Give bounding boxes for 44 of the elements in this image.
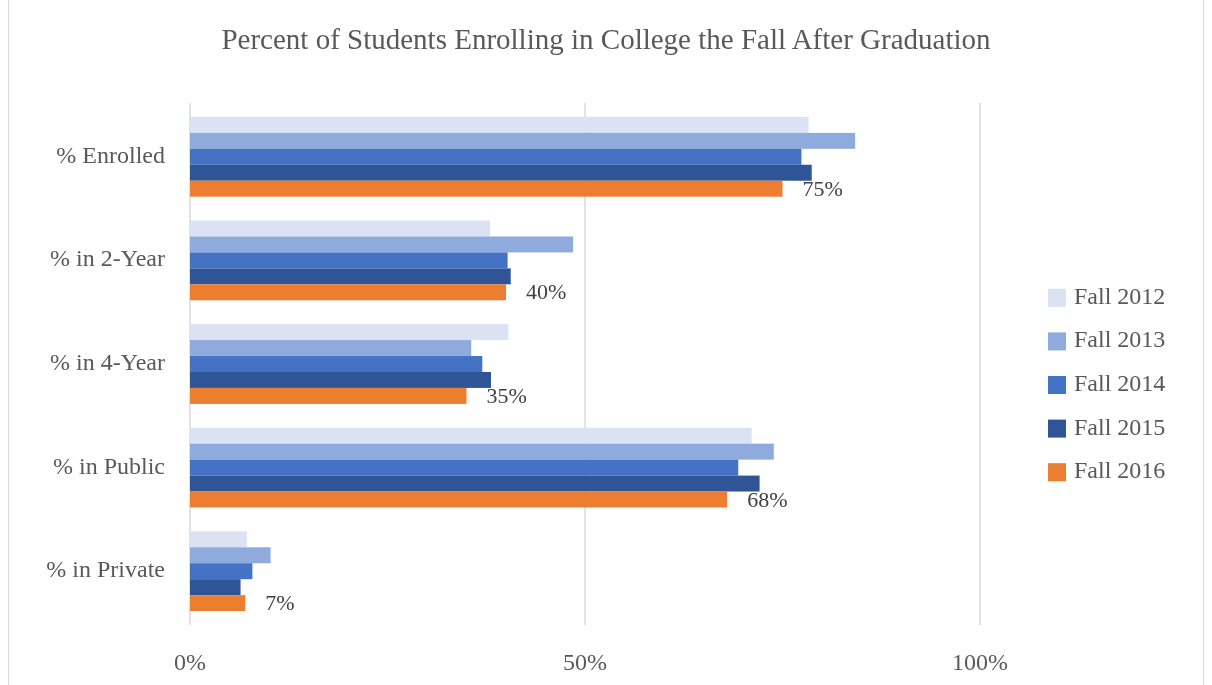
legend-label: Fall 2013 xyxy=(1074,325,1166,352)
chart-title: Percent of Students Enrolling in College the Fall After Graduation xyxy=(221,22,992,55)
bar xyxy=(190,356,483,372)
y-tick-label: % in Public xyxy=(53,452,165,479)
bar xyxy=(190,371,491,388)
bar xyxy=(190,443,774,460)
bar xyxy=(190,252,508,269)
x-tick-label: 100% xyxy=(952,648,1008,675)
x-tick-label: 50% xyxy=(563,648,607,675)
y-tick-label: % in 4-Year xyxy=(50,348,165,375)
y-tick-label: % in Private xyxy=(46,555,165,582)
data-label: 68% xyxy=(747,486,788,512)
bar xyxy=(190,459,739,476)
y-tick-label: % Enrolled xyxy=(56,141,165,168)
data-label: 75% xyxy=(802,175,843,201)
bar xyxy=(190,164,812,181)
bar xyxy=(190,268,511,285)
bar xyxy=(190,387,467,404)
legend-label: Fall 2016 xyxy=(1074,456,1166,483)
bar xyxy=(190,427,752,444)
legend-label: Fall 2014 xyxy=(1074,369,1166,396)
bar xyxy=(190,491,728,508)
bar xyxy=(190,116,809,133)
bar xyxy=(190,595,246,612)
bar xyxy=(190,180,783,197)
bar xyxy=(190,324,509,341)
bar xyxy=(190,563,253,580)
bar xyxy=(190,284,506,301)
bar xyxy=(190,531,247,548)
y-tick-label: % in 2-Year xyxy=(50,244,165,271)
bar xyxy=(190,579,241,596)
legend-label: Fall 2012 xyxy=(1074,282,1166,309)
bar xyxy=(190,148,802,165)
bar xyxy=(190,475,760,492)
data-label: 40% xyxy=(526,279,567,305)
x-tick-label: 0% xyxy=(174,648,206,675)
bar xyxy=(190,340,472,357)
data-label: 35% xyxy=(486,382,527,408)
bar xyxy=(190,220,491,237)
bar xyxy=(190,236,574,253)
legend-label: Fall 2015 xyxy=(1074,413,1166,440)
bar xyxy=(190,132,856,149)
bar xyxy=(190,547,271,564)
data-label: 7% xyxy=(265,590,295,616)
